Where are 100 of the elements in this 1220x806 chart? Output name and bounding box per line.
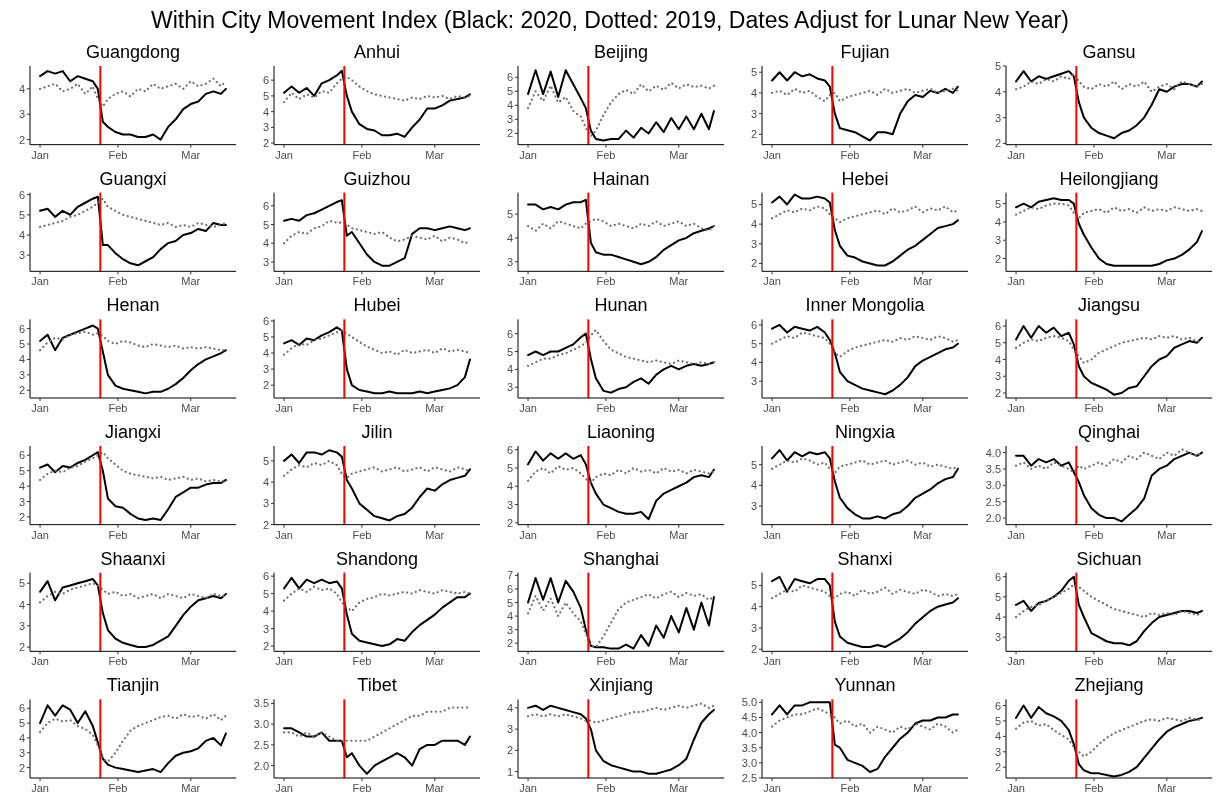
x-tick-label: Feb [596,148,616,161]
x-tick-label: Jan [519,782,537,794]
x-tick-label: Feb [108,275,128,288]
y-tick-label: 3 [506,381,513,394]
x-tick-label: Jan [275,275,293,288]
y-tick-label: 4 [262,476,269,489]
line-series [770,87,960,103]
y-tick-label: 3.0 [985,479,1001,492]
chart-title: Jilin [361,422,393,442]
y-tick-label: 3.5 [741,741,757,754]
text: Within City Movement Index (Black: 2020, Dotted: 2019, Dates Adjust for Lunar New Year) [151,7,1069,33]
x-tick-label: Feb [1084,655,1104,668]
line-series [526,465,716,484]
line-series [527,704,715,775]
y-tick-label: 5 [262,89,269,102]
y-tick-label: 2 [750,643,757,656]
y-tick-label: 2.5 [985,495,1001,508]
y-tick-label: 5 [18,338,25,351]
y-tick-label: 2 [18,133,25,146]
y-tick-label: 5 [994,714,1001,727]
line-series [771,71,959,142]
y-tick-label: 3 [18,249,25,262]
y-tick-label: 5 [262,587,269,600]
x-tick-label: Mar [1157,148,1177,161]
x-tick-label: Feb [108,655,128,668]
y-tick-label: 3 [750,621,757,634]
chart-title: Guizhou [343,168,411,189]
chart-title: Hunan [594,295,648,316]
x-tick-label: Jan [1007,402,1025,414]
y-tick-label: 3 [994,111,1001,124]
y-tick-label: 4 [994,85,1001,98]
y-tick-label: 4 [750,479,757,492]
x-tick-label: Jan [763,148,781,161]
x-tick-label: Feb [352,402,372,414]
y-tick-label: 6 [506,71,513,84]
y-tick-label: 5 [750,66,757,79]
y-tick-label: 3 [262,622,269,635]
y-tick-label: 3 [262,363,269,376]
y-tick-label: 6 [506,327,513,340]
y-tick-label: 4 [18,229,25,242]
x-tick-label: Feb [108,402,128,414]
line-series [38,713,228,763]
y-tick-label: 5 [262,454,269,467]
y-tick-label: 4 [994,215,1001,228]
y-tick-label: 4 [750,218,757,231]
y-tick-label: 5 [994,197,1001,210]
chart-title: Sichuan [1076,548,1142,569]
x-tick-label: Mar [1157,402,1177,414]
line-series [771,701,959,773]
y-tick-label: 2.5 [741,772,757,784]
y-tick-label: 3 [262,497,269,510]
line-series [1015,70,1203,140]
y-tick-label: 2 [750,257,757,270]
x-tick-label: Jan [763,528,781,541]
line-series [527,69,715,142]
chart-title: Ningxia [834,422,896,442]
y-tick-label: 6 [18,188,25,201]
y-tick-label: 3.0 [253,718,269,731]
y-tick-label: 4 [262,105,269,118]
y-tick-label: 3 [750,375,757,388]
y-tick-label: 6 [18,449,25,462]
x-tick-label: Jan [1007,148,1025,161]
x-tick-label: Feb [596,655,616,668]
y-tick-label: 5 [506,85,513,98]
y-tick-label: 3 [994,234,1001,247]
x-tick-label: Mar [1157,528,1177,541]
y-tick-label: 4.0 [741,726,757,739]
y-tick-label: 2 [750,128,757,141]
y-tick-label: 3 [18,495,25,508]
y-tick-label: 4 [262,347,269,360]
line-series [282,585,472,613]
y-tick-label: 3 [18,108,25,121]
line-series [282,75,472,104]
y-tick-label: 5 [506,596,513,609]
chart-title: Heilongjiang [1059,168,1159,189]
x-tick-label: Jan [1007,275,1025,288]
y-tick-label: 3 [506,723,513,736]
y-tick-label: 6 [994,320,1001,333]
y-tick-label: 2 [506,637,513,650]
chart-title: Qinghai [1077,422,1141,442]
line-series [526,702,716,724]
y-tick-label: 4 [994,353,1001,366]
line-series [771,193,959,267]
line-series [283,69,471,138]
y-tick-label: 4 [750,86,757,99]
x-tick-label: Mar [913,402,933,414]
y-tick-label: 1 [506,765,513,778]
y-tick-label: 6 [18,322,25,335]
x-tick-label: Mar [669,275,689,288]
x-tick-label: Mar [181,782,201,794]
y-tick-label: 5 [994,590,1001,603]
y-tick-label: 2.0 [985,512,1001,525]
x-tick-label: Mar [425,528,445,541]
x-tick-label: Feb [352,782,372,794]
y-tick-label: 5 [18,717,25,730]
x-tick-label: Jan [763,655,781,668]
x-tick-label: Jan [1007,782,1025,794]
x-tick-label: Jan [763,275,781,288]
line-series [527,450,715,521]
x-tick-label: Jan [519,528,537,541]
